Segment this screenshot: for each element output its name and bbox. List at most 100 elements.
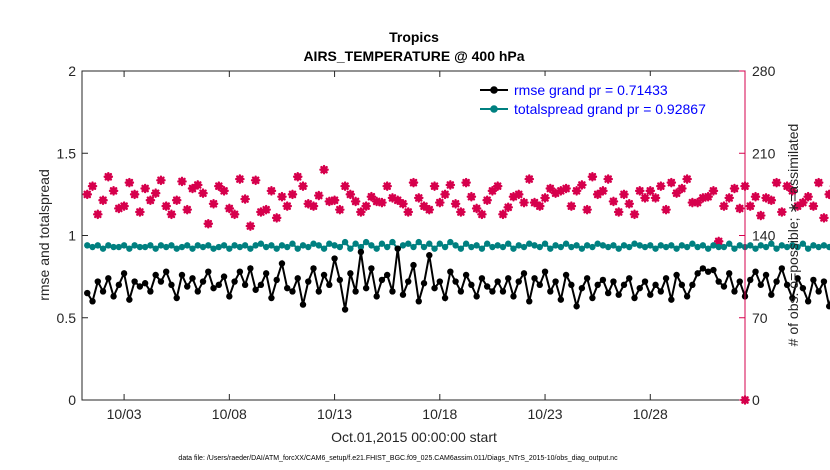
obs-point-stroke <box>235 174 245 184</box>
rmse-point <box>189 275 196 282</box>
obs-point <box>271 213 282 223</box>
rmse-point <box>184 283 191 290</box>
obs-point-stroke <box>603 174 613 184</box>
chart-title: Tropics <box>389 29 439 45</box>
rmse-point <box>368 265 375 272</box>
obs-point <box>240 194 250 204</box>
totalspread-point <box>231 242 238 249</box>
rmse-point <box>673 271 680 279</box>
totalspread-point <box>278 242 286 249</box>
obs-point-stroke <box>229 209 240 220</box>
obs-point <box>187 183 198 194</box>
obs-point-stroke <box>519 197 529 208</box>
rmse-point <box>257 281 265 289</box>
totalspread-point <box>636 242 643 249</box>
obs-point-stroke <box>792 201 803 211</box>
obs-point <box>345 189 356 200</box>
obs-point-stroke <box>755 210 766 221</box>
rmse-point <box>126 296 133 303</box>
rmse-point <box>683 293 691 300</box>
obs-point <box>608 196 619 207</box>
rmse-point <box>205 268 212 275</box>
totalspread-point <box>273 245 280 252</box>
totalspread-point <box>105 242 112 249</box>
rmse-point <box>515 278 522 285</box>
obs-point-stroke <box>650 193 661 203</box>
rmse-point <box>789 294 796 302</box>
obs-point-stroke <box>308 201 319 211</box>
rmse-point <box>631 294 638 302</box>
obs-point <box>145 195 156 206</box>
y-right-tick-label: 70 <box>752 310 768 326</box>
rmse-point <box>268 294 275 302</box>
x-tick-label: 10/08 <box>212 406 247 422</box>
obs-point <box>487 186 498 196</box>
obs-point-stroke <box>477 209 487 220</box>
obs-point <box>592 189 603 200</box>
rmse-point <box>168 281 175 289</box>
obs-point-stroke <box>271 213 282 223</box>
rmse-point <box>305 278 312 285</box>
totalspread-point <box>641 243 649 251</box>
rmse-point <box>678 281 686 289</box>
totalspread-point <box>184 242 191 249</box>
obs-point-stroke <box>114 203 124 214</box>
obs-point-stroke <box>666 177 677 188</box>
rmse-point <box>89 298 96 305</box>
obs-point <box>356 207 366 217</box>
obs-point-stroke <box>298 181 308 191</box>
obs-point <box>392 195 403 206</box>
obs-point-stroke <box>503 202 514 213</box>
rmse-point <box>115 281 123 289</box>
obs-point-stroke <box>608 196 619 207</box>
obs-point-stroke <box>550 188 561 198</box>
totalspread-point <box>768 240 775 247</box>
rmse-point <box>431 284 438 292</box>
legend-rmse-marker <box>490 86 498 94</box>
obs-point-stroke <box>529 197 540 208</box>
rmse-point <box>310 265 317 272</box>
obs-point-stroke <box>87 181 98 191</box>
obs-point-stroke <box>429 181 440 191</box>
totalspread-point <box>773 245 780 252</box>
totalspread-point <box>89 243 96 251</box>
obs-point <box>677 183 687 194</box>
rmse-point <box>220 273 228 280</box>
totalspread-point <box>536 243 543 251</box>
totalspread-point <box>299 242 307 249</box>
rmse-point <box>278 260 286 267</box>
obs-point <box>198 188 208 198</box>
obs-point-stroke <box>419 201 429 211</box>
rmse-point <box>99 288 107 295</box>
totalspread-point <box>752 245 759 252</box>
rmse-point <box>794 275 801 282</box>
totalspread-point <box>668 242 675 249</box>
totalspread-point <box>662 243 670 251</box>
rmse-point <box>731 288 738 295</box>
obs-point-stroke <box>198 188 208 198</box>
totalspread-point <box>747 242 754 249</box>
obs-point <box>456 207 466 217</box>
obs-point <box>703 191 713 202</box>
obs-point <box>687 197 698 208</box>
obs-point <box>803 191 813 202</box>
rmse-point <box>662 275 670 282</box>
totalspread-point <box>210 245 217 252</box>
totalspread-point <box>541 240 549 247</box>
obs-point-stroke <box>219 186 229 196</box>
x-tick-label: 10/18 <box>422 406 457 422</box>
obs-point <box>408 177 419 188</box>
obs-point <box>250 175 261 186</box>
totalspread-point <box>168 242 175 249</box>
obs-point-stroke <box>461 177 471 188</box>
totalspread-point <box>568 243 575 251</box>
obs-point <box>534 201 545 211</box>
obs-point <box>103 171 114 182</box>
obs-point-stroke <box>387 193 398 203</box>
totalspread-point <box>241 242 249 249</box>
totalspread-point <box>473 242 480 249</box>
obs-point-stroke <box>424 204 435 215</box>
obs-point <box>519 197 529 208</box>
obs-point <box>219 186 229 196</box>
chart-subtitle: AIRS_TEMPERATURE @ 400 hPa <box>303 48 524 64</box>
